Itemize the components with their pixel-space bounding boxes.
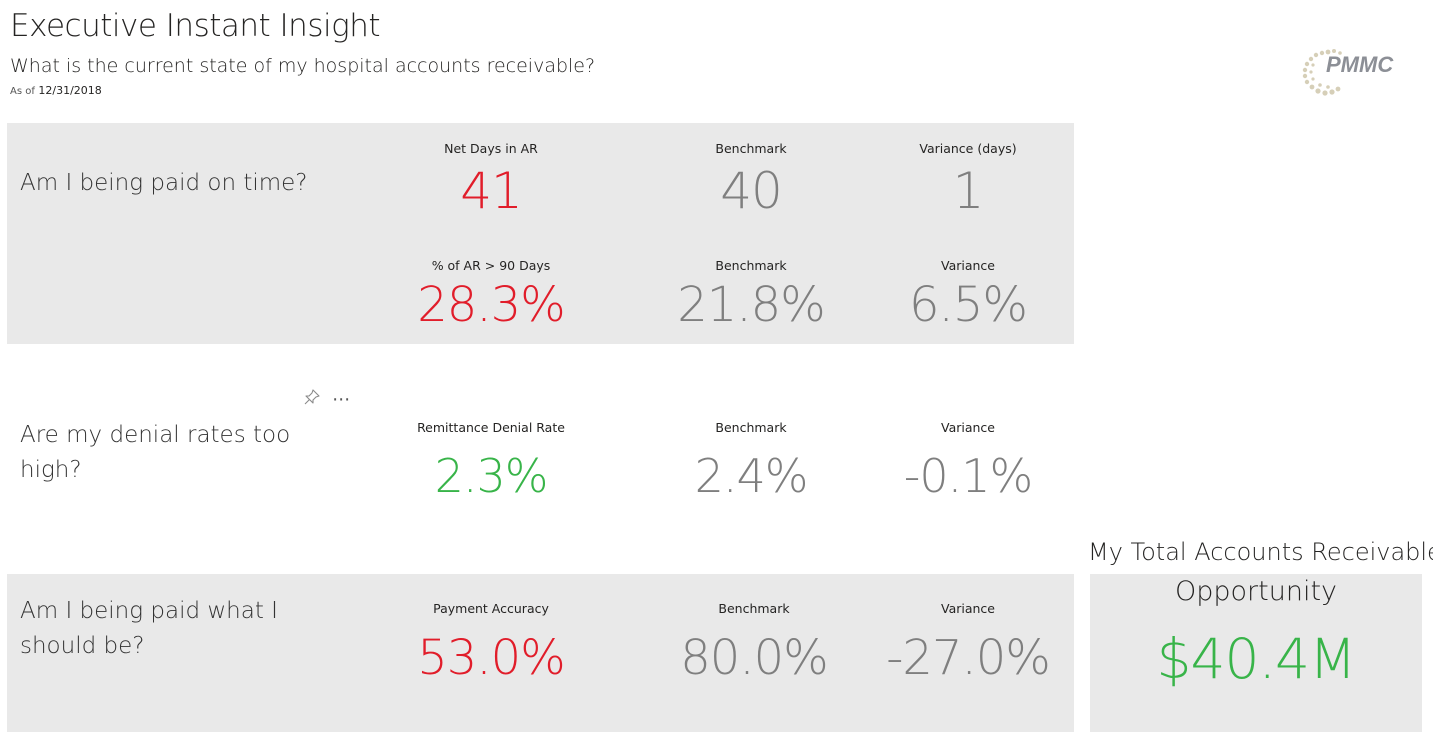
payment-variance-label: Variance bbox=[941, 601, 995, 616]
denial-rate-label: Remittance Denial Rate bbox=[417, 420, 565, 435]
ar-over-90-benchmark-value: 21.8% bbox=[677, 277, 825, 333]
payment-accuracy-value: 53.0% bbox=[417, 630, 565, 686]
payment-accuracy-label: Payment Accuracy bbox=[433, 601, 549, 616]
pin-icon-glyph bbox=[304, 389, 320, 405]
ar-over-90-variance-card: Variance 6.5% bbox=[868, 258, 1068, 333]
payment-benchmark-value: 80.0% bbox=[680, 630, 828, 686]
page-title: Executive Instant Insight bbox=[10, 8, 381, 44]
denial-benchmark-label: Benchmark bbox=[715, 420, 787, 435]
payment-accuracy-panel bbox=[7, 574, 1074, 732]
visual-header-icons: ⋯ bbox=[303, 388, 350, 410]
payment-accuracy-question-line2: should be? bbox=[20, 633, 145, 659]
total-ar-card: Opportunity $40.4M bbox=[1090, 574, 1422, 732]
denial-variance-label: Variance bbox=[941, 420, 995, 435]
paid-on-time-panel bbox=[7, 123, 1074, 344]
payment-benchmark-label: Benchmark bbox=[718, 601, 790, 616]
more-options-icon[interactable]: ⋯ bbox=[332, 388, 351, 410]
net-days-variance-label: Variance (days) bbox=[919, 141, 1017, 156]
payment-benchmark-card: Benchmark 80.0% bbox=[654, 601, 854, 686]
as-of-date-value: 12/31/2018 bbox=[38, 84, 102, 97]
net-days-benchmark-value: 40 bbox=[720, 162, 783, 220]
total-ar-title: My Total Accounts Receivable bbox=[1088, 538, 1433, 566]
as-of-label: As of bbox=[10, 86, 35, 97]
denial-benchmark-value: 2.4% bbox=[694, 449, 809, 503]
net-days-benchmark-card: Benchmark 40 bbox=[651, 141, 851, 220]
paid-on-time-question: Am I being paid on time? bbox=[20, 170, 308, 196]
net-days-ar-label: Net Days in AR bbox=[444, 141, 538, 156]
pmmc-logo-text: PMMC bbox=[1326, 52, 1394, 77]
ar-over-90-variance-value: 6.5% bbox=[909, 277, 1028, 333]
denial-variance-card: Variance -0.1% bbox=[868, 420, 1068, 503]
as-of-date: As of 12/31/2018 bbox=[10, 84, 102, 97]
payment-variance-card: Variance -27.0% bbox=[868, 601, 1068, 686]
total-ar-value: $40.4M bbox=[1156, 627, 1357, 691]
pmmc-logo: PMMC bbox=[1298, 45, 1408, 99]
ar-over-90-benchmark-card: Benchmark 21.8% bbox=[651, 258, 851, 333]
denial-rates-question-line2: high? bbox=[20, 457, 82, 483]
ar-over-90-card: % of AR > 90 Days 28.3% bbox=[391, 258, 591, 333]
ar-over-90-variance-label: Variance bbox=[941, 258, 995, 273]
net-days-variance-value: 1 bbox=[952, 162, 985, 220]
denial-rates-question: Are my denial rates too high? bbox=[20, 418, 290, 488]
net-days-ar-value: 41 bbox=[460, 162, 523, 220]
net-days-benchmark-label: Benchmark bbox=[715, 141, 787, 156]
ar-over-90-benchmark-label: Benchmark bbox=[715, 258, 787, 273]
payment-accuracy-question-line1: Am I being paid what I bbox=[20, 598, 278, 624]
pmmc-logo-mark: PMMC bbox=[1302, 49, 1394, 96]
denial-rates-question-line1: Are my denial rates too bbox=[20, 422, 291, 448]
denial-variance-value: -0.1% bbox=[903, 449, 1033, 503]
net-days-variance-card: Variance (days) 1 bbox=[868, 141, 1068, 220]
payment-accuracy-card: Payment Accuracy 53.0% bbox=[391, 601, 591, 686]
denial-rate-value: 2.3% bbox=[434, 449, 549, 503]
page-subtitle: What is the current state of my hospital… bbox=[10, 55, 596, 77]
payment-accuracy-question: Am I being paid what I should be? bbox=[20, 594, 278, 664]
denial-benchmark-card: Benchmark 2.4% bbox=[651, 420, 851, 503]
pin-icon[interactable] bbox=[303, 388, 321, 410]
denial-rate-card: Remittance Denial Rate 2.3% bbox=[391, 420, 591, 503]
payment-variance-value: -27.0% bbox=[886, 630, 1051, 686]
ar-over-90-label: % of AR > 90 Days bbox=[431, 258, 551, 273]
ar-over-90-value: 28.3% bbox=[417, 277, 565, 333]
net-days-ar-card: Net Days in AR 41 bbox=[391, 141, 591, 220]
total-ar-subtitle: Opportunity bbox=[1174, 576, 1338, 607]
